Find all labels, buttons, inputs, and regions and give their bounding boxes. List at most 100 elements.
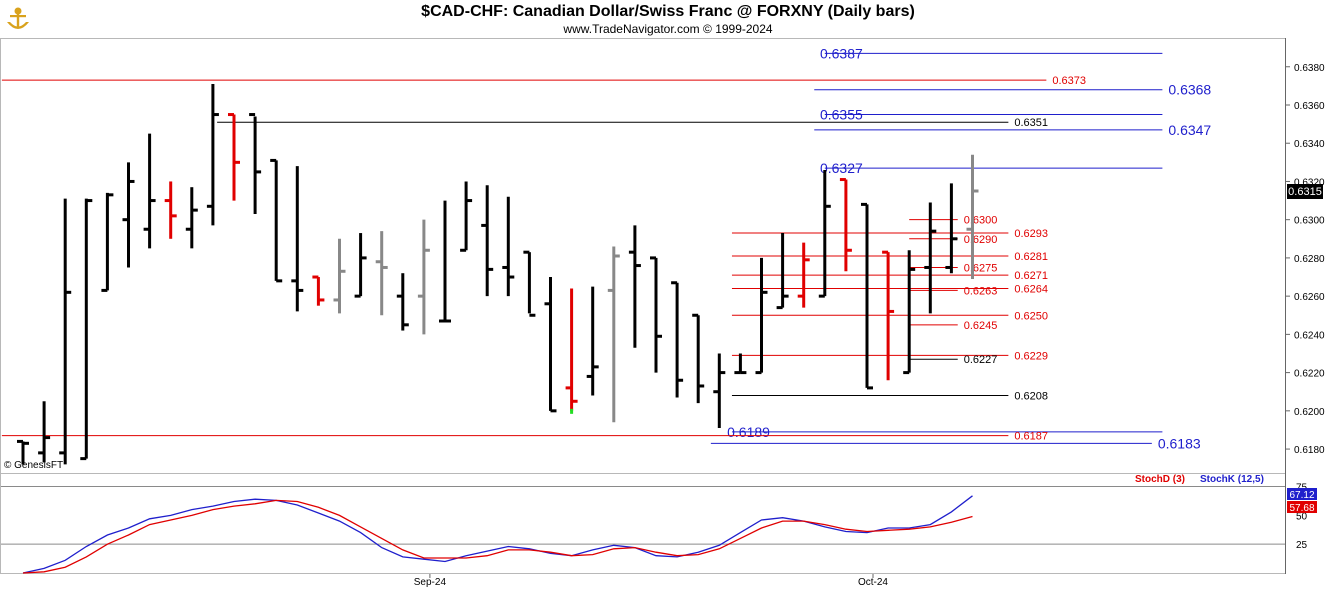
chart-subtitle: www.TradeNavigator.com © 1999-2024 xyxy=(563,22,773,36)
ohlc-bar-41 xyxy=(882,250,895,381)
last-price-label: 0.6315 xyxy=(1288,186,1322,198)
ohlc-bar-11 xyxy=(249,113,262,214)
level-label-10: 0.6281 xyxy=(1014,251,1048,263)
ohlc-bar-26 xyxy=(565,288,578,414)
ohlc-bar-38 xyxy=(818,169,831,298)
ohlc-bar-14 xyxy=(312,275,325,306)
ohlc-bar-22 xyxy=(481,185,494,297)
ohlc-bar-4 xyxy=(101,192,114,292)
level-label-22: 0.6183 xyxy=(1158,435,1201,451)
ohlc-bar-13 xyxy=(291,166,304,312)
price-tick-label-1: 0.6360 xyxy=(1294,101,1325,112)
level-label-0: 0.6387 xyxy=(820,45,863,61)
ohlc-bar-28 xyxy=(607,246,620,423)
last-price-marker: 0.6315 xyxy=(1287,184,1323,199)
price-tick-label-3: 0.6320 xyxy=(1294,177,1325,188)
trade-navigator-logo-icon xyxy=(4,4,32,34)
level-label-7: 0.6300 xyxy=(964,215,998,227)
ohlc-bar-5 xyxy=(122,162,135,268)
ohlc-bar-12 xyxy=(270,158,283,283)
stochastic-guides xyxy=(1,486,1285,545)
stoch-tick-label-1: 50 xyxy=(1296,511,1308,522)
ohlc-bar-21 xyxy=(460,181,473,252)
level-label-21: 0.6187 xyxy=(1014,431,1048,443)
ohlc-bar-40 xyxy=(861,202,873,390)
level-label-14: 0.6263 xyxy=(964,285,998,297)
ohlc-bar-20 xyxy=(439,200,451,323)
ohlc-bar-18 xyxy=(396,273,409,331)
ohlc-bar-35 xyxy=(755,257,768,375)
level-label-8: 0.6293 xyxy=(1014,228,1048,240)
stochk-value-label: 67.12 xyxy=(1289,490,1314,501)
level-label-12: 0.6271 xyxy=(1014,270,1048,282)
price-tick-label-10: 0.6180 xyxy=(1294,445,1325,456)
price-tick-label-7: 0.6240 xyxy=(1294,330,1325,341)
level-label-16: 0.6245 xyxy=(964,320,998,332)
ohlc-bar-10 xyxy=(228,113,240,201)
level-label-5: 0.6347 xyxy=(1168,122,1211,138)
ohlc-bar-33 xyxy=(713,353,726,429)
level-label-20: 0.6189 xyxy=(727,424,770,440)
legend-stochk: StochK (12,5) xyxy=(1200,474,1264,485)
ohlc-bar-42 xyxy=(903,250,916,375)
ohlc-bar-44 xyxy=(945,183,958,274)
level-label-15: 0.6250 xyxy=(1014,310,1048,322)
chart-title: $CAD-CHF: Canadian Dollar/Swiss Franc @ … xyxy=(421,3,915,20)
price-tick-label-8: 0.6220 xyxy=(1294,369,1325,380)
ohlc-bar-36 xyxy=(776,233,789,310)
ohlc-bar-32 xyxy=(692,313,705,404)
price-tick-label-5: 0.6280 xyxy=(1294,254,1325,265)
level-label-17: 0.6229 xyxy=(1014,350,1048,362)
ohlc-bar-23 xyxy=(502,196,515,297)
ohlc-bar-15 xyxy=(333,238,346,314)
ohlc-bar-8 xyxy=(185,187,198,249)
price-tick-label-0: 0.6380 xyxy=(1294,63,1325,74)
date-tick-label-1: Oct-24 xyxy=(858,577,888,588)
level-label-6: 0.6327 xyxy=(820,160,863,176)
level-label-4: 0.6351 xyxy=(1014,117,1048,129)
ohlc-bar-7 xyxy=(164,181,177,239)
ohlc-bar-19 xyxy=(417,219,430,335)
stochd-value-label: 57.68 xyxy=(1289,503,1314,514)
legend-stochd: StochD (3) xyxy=(1135,474,1185,485)
ohlc-bar-1 xyxy=(38,401,51,463)
ohlc-bar-6 xyxy=(143,133,156,249)
level-label-1: 0.6373 xyxy=(1052,75,1086,87)
ohlc-bar-37 xyxy=(797,242,810,308)
stoch-series-1 xyxy=(22,499,973,574)
ohlc-bar-24 xyxy=(523,250,536,317)
ohlc-bar-45 xyxy=(966,154,979,279)
ohlc-bar-17 xyxy=(375,231,388,316)
price-levels: 0.6387 0.6373 0.6368 0.6355 0.6351 0.6347 0.63… xyxy=(1,45,1211,451)
ohlc-bar-29 xyxy=(628,225,641,348)
level-label-2: 0.6368 xyxy=(1168,82,1211,98)
ohlc-bar-39 xyxy=(839,178,852,272)
ohlc-bar-9 xyxy=(206,83,219,226)
price-tick-label-6: 0.6260 xyxy=(1294,292,1325,303)
stochastic-panel-frame xyxy=(0,473,1286,574)
ohlc-bar-31 xyxy=(671,281,684,398)
level-label-9: 0.6290 xyxy=(964,234,998,246)
level-label-3: 0.6355 xyxy=(820,107,863,123)
ohlc-bar-2 xyxy=(59,198,72,465)
level-label-18: 0.6227 xyxy=(964,354,998,366)
ohlc-bar-0 xyxy=(17,439,29,465)
date-axis: Sep-24 Oct-24 xyxy=(414,574,888,588)
watermark: © GenesisFT xyxy=(4,460,63,471)
stoch-series-0 xyxy=(22,495,973,574)
ohlc-bar-16 xyxy=(354,233,367,298)
price-tick-label-4: 0.6300 xyxy=(1294,216,1325,227)
date-tick-label-0: Sep-24 xyxy=(414,577,447,588)
ohlc-bar-43 xyxy=(924,202,937,314)
level-label-19: 0.6208 xyxy=(1014,391,1048,403)
stochastic-series xyxy=(22,495,973,574)
level-label-11: 0.6275 xyxy=(964,262,998,274)
price-axis: 0.6380 0.6360 0.6340 0.6320 0.6300 0.6280 0.62… xyxy=(1285,63,1325,456)
ohlc-bar-3 xyxy=(80,198,93,461)
ohlc-bar-30 xyxy=(650,256,662,373)
stoch-tick-label-2: 25 xyxy=(1296,540,1308,551)
level-label-13: 0.6264 xyxy=(1014,283,1048,295)
ohlc-bar-34 xyxy=(734,353,747,375)
ohlc-bar-25 xyxy=(544,277,557,413)
